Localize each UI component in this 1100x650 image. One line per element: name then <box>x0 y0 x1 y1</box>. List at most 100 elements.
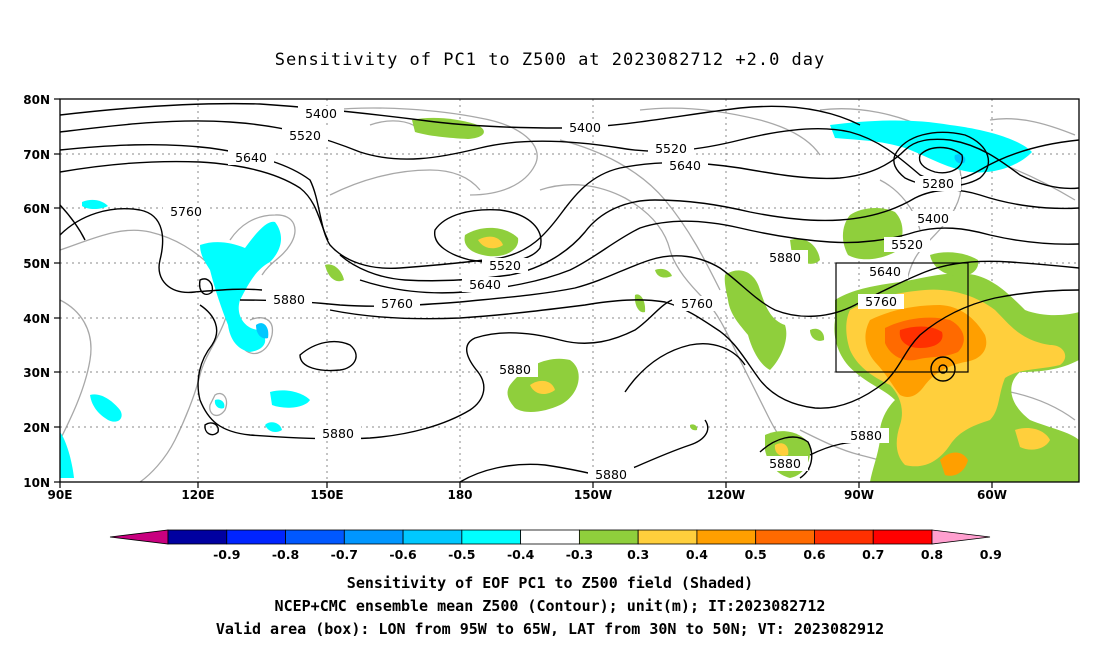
map-title: Sensitivity of PC1 to Z500 at 2023082712… <box>274 50 826 70</box>
contour-label: 5880 <box>843 428 889 443</box>
colorbar-swatch <box>520 529 580 545</box>
colorbar-label: 0.3 <box>627 547 649 562</box>
contour-label: 5760 <box>858 294 904 309</box>
lat-label: 70N <box>23 148 50 162</box>
contour-label-text: 5880 <box>850 428 882 443</box>
contour-label: 5520 <box>648 141 694 156</box>
contour-label-text: 5760 <box>170 204 202 219</box>
contour-label: 5520 <box>482 258 528 273</box>
colorbar-label: -0.7 <box>331 547 358 562</box>
lon-label: 120E <box>181 488 214 502</box>
colorbar-swatch <box>226 529 286 545</box>
colorbar-label: 0.4 <box>686 547 708 562</box>
colorbar-swatch <box>872 529 933 545</box>
contour-label-text: 5640 <box>869 264 901 279</box>
colorbar-swatch <box>402 529 463 545</box>
colorbar-arrow-max <box>931 529 991 545</box>
contour-label: 5880 <box>762 456 808 471</box>
contour-label: 5400 <box>562 120 608 135</box>
colorbar-label: -0.6 <box>389 547 417 562</box>
lon-label: 90W <box>844 488 874 502</box>
contour-label: 5640 <box>662 158 708 173</box>
contour-label-text: 5640 <box>235 150 267 165</box>
contour-label: 5640 <box>862 264 908 279</box>
contour-label: 5280 <box>915 176 961 191</box>
contour-label-text: 5520 <box>489 258 521 273</box>
axis-ticks <box>54 98 993 488</box>
contour-label-text: 5400 <box>305 106 337 121</box>
caption-shading: Sensitivity of EOF PC1 to Z500 field (Sh… <box>346 574 754 592</box>
contour-label-text: 5880 <box>273 292 305 307</box>
lat-label: 40N <box>23 312 50 326</box>
plot-frame <box>59 98 1080 483</box>
colorbar-label: 0.5 <box>745 547 767 562</box>
contour-label-text: 5760 <box>865 294 897 309</box>
colorbar-swatch <box>461 529 522 545</box>
caption-valid-area: Valid area (box): LON from 95W to 65W, L… <box>215 620 885 638</box>
contour-label: 5880 <box>588 467 634 482</box>
contour-label: 5760 <box>374 296 420 311</box>
lat-label: 60N <box>23 202 50 216</box>
lat-label: 80N <box>23 93 50 107</box>
contour-label: 5520 <box>282 128 328 143</box>
lon-label: 60W <box>977 488 1007 502</box>
contour-label-text: 5400 <box>569 120 601 135</box>
colorbar-label: 0.6 <box>803 547 825 562</box>
contour-label: 5400 <box>910 211 956 226</box>
contour-label: 5640 <box>462 277 508 292</box>
lon-label: 120W <box>707 488 745 502</box>
contour-label-text: 5400 <box>917 211 949 226</box>
contour-label-text: 5760 <box>381 296 413 311</box>
colorbar-swatch <box>285 529 345 545</box>
contour-label: 5880 <box>315 426 361 441</box>
colorbar-label: 0.9 <box>980 547 1002 562</box>
colorbar-label: 0.8 <box>921 547 943 562</box>
lat-label: 30N <box>23 366 50 380</box>
contour-label-text: 5640 <box>469 277 501 292</box>
contour-labels: 5400 5520 5640 5400 5520 5640 5280 5400 … <box>163 106 961 482</box>
contour-label-text: 5640 <box>669 158 701 173</box>
contour-label-text: 5280 <box>922 176 954 191</box>
lon-label: 90E <box>48 488 73 502</box>
colorbar-swatch <box>637 529 698 545</box>
contour-label-text: 5880 <box>769 250 801 265</box>
colorbar-label: -0.4 <box>507 547 535 562</box>
lon-label: 150E <box>310 488 343 502</box>
colorbar-label: -0.9 <box>213 547 240 562</box>
colorbar-label: 0.7 <box>862 547 884 562</box>
lat-label: 50N <box>23 257 50 271</box>
colorbar-swatch <box>755 529 815 545</box>
contour-label-text: 5880 <box>769 456 801 471</box>
contour-label: 5880 <box>492 362 538 377</box>
contour-label: 5640 <box>228 150 274 165</box>
colorbar-arrow-min <box>109 529 169 545</box>
contour-label: 5880 <box>762 250 808 265</box>
colorbar-swatch <box>578 529 639 545</box>
colorbar-swatch <box>343 529 404 545</box>
colorbar-label: -0.5 <box>448 547 475 562</box>
contour-label-text: 5520 <box>289 128 321 143</box>
lon-label: 180 <box>447 488 472 502</box>
contour-label: 5760 <box>674 296 720 311</box>
colorbar-swatch <box>814 529 874 545</box>
colorbar-swatch <box>167 529 228 545</box>
latitude-labels: 80N 70N 60N 50N 40N 30N 20N 10N <box>23 93 50 490</box>
valid-area-box <box>835 262 969 373</box>
lon-label: 150W <box>574 488 612 502</box>
longitude-labels: 90E 120E 150E 180 150W 120W 90W 60W <box>48 488 1007 502</box>
colorbar-label: -0.8 <box>272 547 299 562</box>
contour-label-text: 5520 <box>655 141 687 156</box>
contour-label: 5400 <box>298 106 344 121</box>
contour-label: 5880 <box>266 292 312 307</box>
contour-label-text: 5520 <box>891 237 923 252</box>
contour-label-text: 5760 <box>681 296 713 311</box>
colorbar-label: -0.3 <box>566 547 593 562</box>
contour-label-text: 5880 <box>595 467 627 482</box>
contour-label: 5760 <box>163 204 209 219</box>
contour-label-text: 5880 <box>499 362 531 377</box>
contour-label-text: 5880 <box>322 426 354 441</box>
contour-label: 5520 <box>884 237 930 252</box>
lat-label: 20N <box>23 421 50 435</box>
colorbar-swatch <box>696 529 757 545</box>
